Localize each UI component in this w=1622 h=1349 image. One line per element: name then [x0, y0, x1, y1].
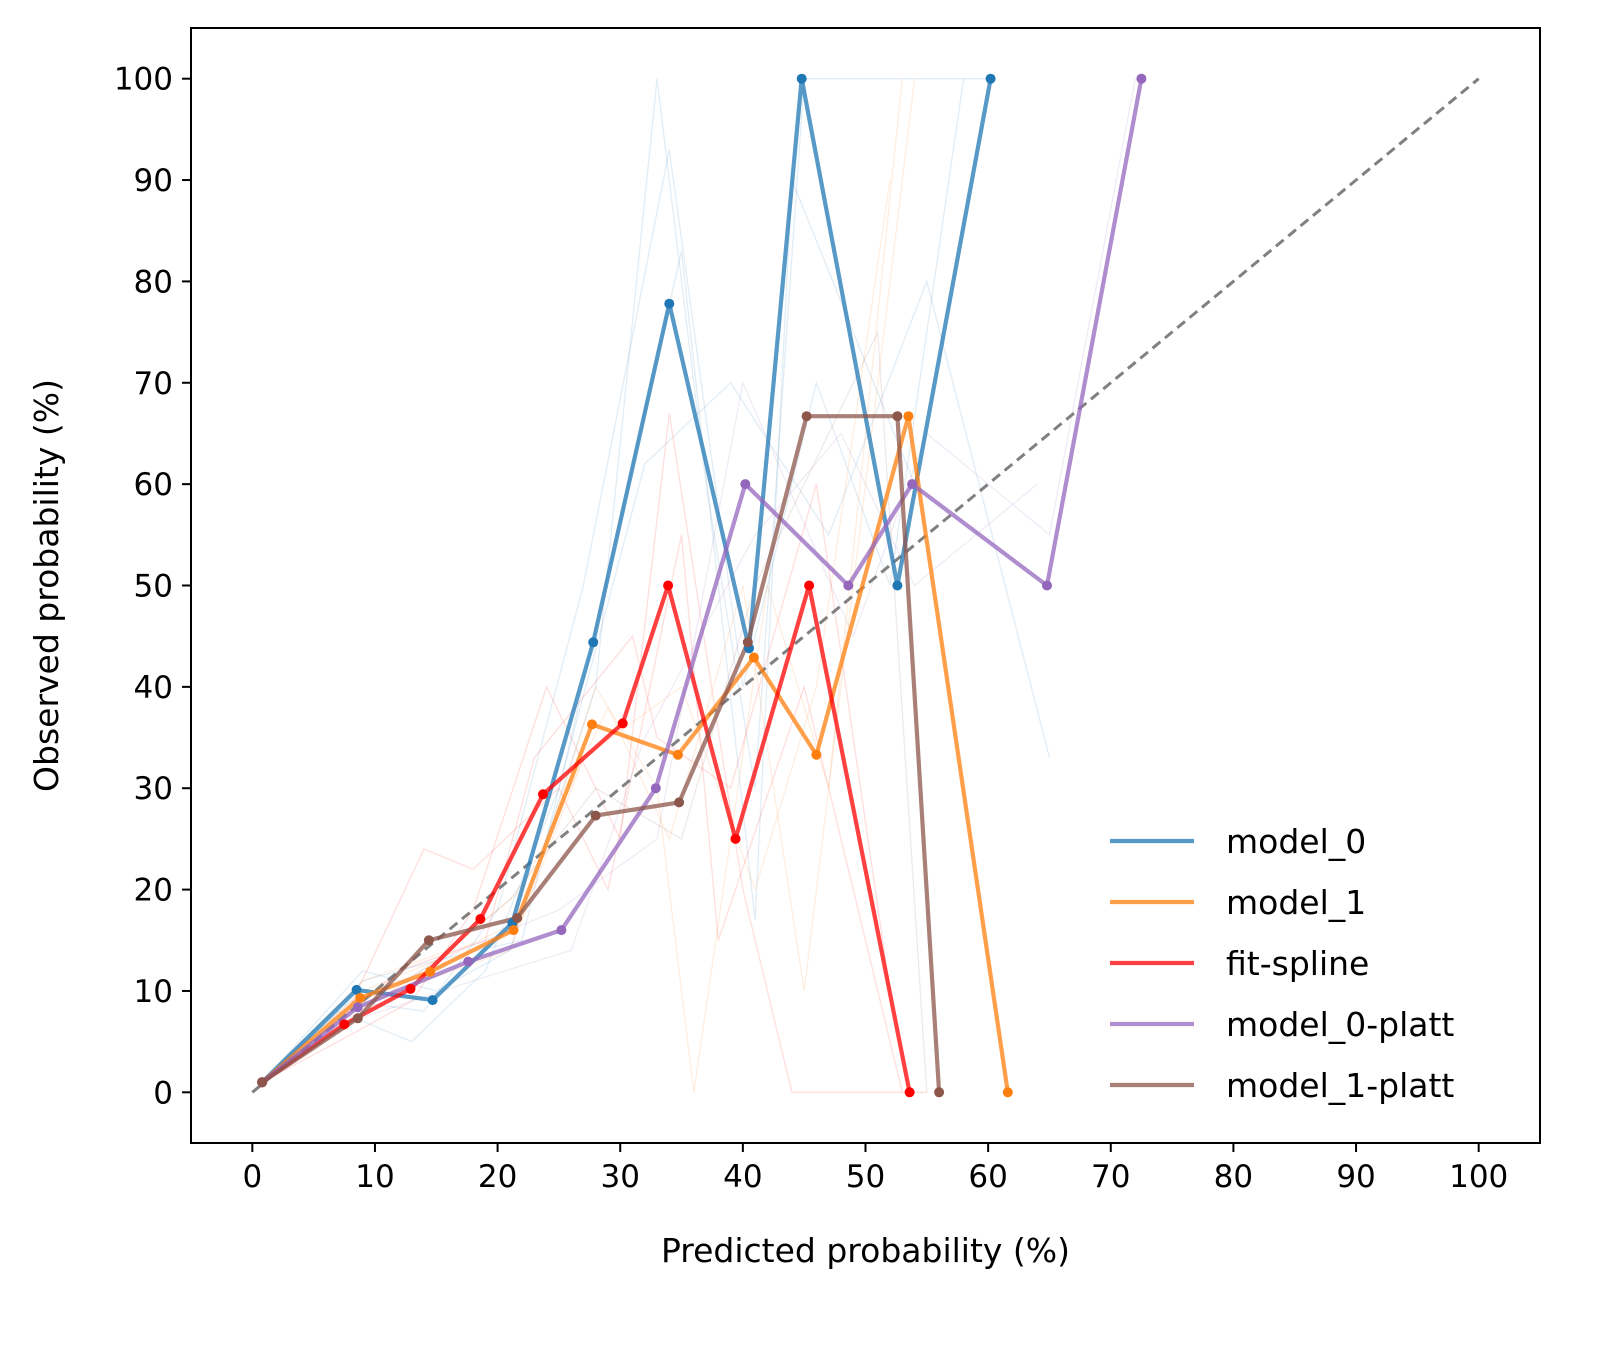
series-3-point-7: [907, 479, 918, 490]
series-3-point-6: [843, 580, 854, 591]
series-4-point-1: [352, 1013, 363, 1024]
y-tick-label-50: 50: [134, 569, 173, 605]
background-trace-11: [261, 432, 1038, 1083]
series-4-point-5: [674, 797, 685, 808]
background-trace-7: [261, 413, 927, 1093]
legend: model_0 model_1 fit-spline model_0-plattmod…: [1110, 822, 1454, 1105]
perfect-calibration-line: [251, 77, 1480, 1094]
x-axis-ticks: 0 10 20 30 40 50 60 70 80 90 100: [242, 1143, 1508, 1195]
y-tick-label-80: 80: [134, 264, 173, 300]
background-trace-6: [261, 78, 916, 1083]
series-1-point-1: [355, 993, 366, 1003]
x-tick-label-50: 50: [846, 1159, 885, 1195]
background-trace-9: [261, 534, 903, 1093]
y-tick-label-100: 100: [114, 62, 173, 98]
x-tick-label-40: 40: [723, 1159, 762, 1195]
x-tick-label-20: 20: [478, 1159, 517, 1195]
y-tick-label-20: 20: [134, 873, 173, 909]
series-line-model_1-platt: [260, 414, 942, 1093]
series-2-point-2: [405, 983, 416, 994]
series-0-point-7: [796, 73, 807, 84]
y-tick-label-90: 90: [134, 163, 173, 199]
legend-label-model_1-platt: model_1-platt: [1226, 1066, 1454, 1105]
x-tick-label-100: 100: [1449, 1159, 1508, 1195]
legend-label-model_0: model_0: [1226, 822, 1366, 861]
marker-layer: [257, 73, 1147, 1098]
series-3-point-3: [556, 925, 567, 936]
x-tick-label-80: 80: [1214, 1159, 1253, 1195]
series-3-point-5: [740, 479, 751, 490]
x-tick-label-0: 0: [242, 1159, 262, 1195]
series-1-point-5: [672, 749, 683, 760]
series-2-point-3: [475, 914, 486, 924]
y-tick-label-10: 10: [134, 974, 173, 1010]
x-tick-label-70: 70: [1091, 1159, 1130, 1195]
series-line-fit-spline: [260, 583, 912, 1093]
series-3-point-4: [650, 783, 661, 794]
series-3-point-1: [352, 1002, 363, 1013]
series-2-point-1: [339, 1019, 350, 1030]
background-trace-3: [261, 279, 1051, 1083]
series-1-point-9: [1002, 1087, 1013, 1098]
series-3-point-2: [463, 956, 474, 967]
x-tick-label-30: 30: [601, 1159, 640, 1195]
y-axis-ticks: 0 10 20 30 40 50 60 70 80 90 100: [114, 62, 191, 1111]
y-tick-label-60: 60: [134, 467, 173, 503]
series-2-point-7: [730, 833, 741, 844]
series-0-point-1: [351, 984, 362, 995]
series-1-point-2: [425, 966, 436, 977]
series-4-point-4: [590, 810, 601, 821]
x-tick-label-90: 90: [1336, 1159, 1375, 1195]
background-trace-2: [261, 179, 916, 1083]
series-4-point-8: [892, 411, 903, 422]
series-line-model_0-platt: [260, 78, 1144, 1084]
reference-line-layer: [251, 77, 1480, 1094]
series-line-model_0: [260, 76, 993, 1084]
series-0-point-2: [427, 995, 438, 1006]
series-0-point-4: [588, 637, 599, 648]
y-tick-label-40: 40: [134, 670, 173, 706]
legend-label-model_0-platt: model_0-platt: [1226, 1005, 1454, 1044]
series-4-point-2: [423, 935, 434, 946]
series-0-point-8: [892, 580, 903, 591]
series-4-point-7: [801, 411, 812, 422]
background-trace-1: [261, 78, 965, 1083]
series-2-point-6: [663, 580, 674, 591]
series-line-model_1: [260, 414, 1010, 1093]
series-3-point-8: [1042, 580, 1052, 591]
x-axis-label: Predicted probability (%): [661, 1231, 1070, 1270]
series-4-point-0: [257, 1077, 268, 1088]
series-2-point-8: [804, 580, 815, 591]
x-tick-label-60: 60: [968, 1159, 1007, 1195]
series-4-point-6: [742, 637, 753, 648]
series-4-point-9: [934, 1087, 945, 1098]
series-0-point-9: [985, 73, 996, 84]
series-1-point-3: [508, 925, 519, 936]
y-tick-label-70: 70: [134, 366, 173, 402]
series-0-point-5: [664, 298, 675, 309]
background-trace-10: [261, 78, 1136, 1083]
series-1-point-8: [903, 411, 914, 422]
series-4-point-3: [512, 913, 523, 923]
y-tick-label-0: 0: [153, 1075, 173, 1111]
series-1-point-6: [748, 652, 759, 663]
series-2-point-5: [617, 718, 628, 729]
series-1-point-7: [811, 749, 822, 760]
x-tick-label-10: 10: [355, 1159, 394, 1195]
series-2-point-9: [904, 1087, 915, 1098]
series-3-point-9: [1136, 73, 1147, 84]
legend-label-model_1: model_1: [1226, 883, 1366, 922]
series-2-point-4: [538, 789, 548, 800]
legend-label-fit-spline: fit-spline: [1226, 944, 1369, 983]
y-tick-label-30: 30: [134, 771, 173, 807]
series-layer: [260, 76, 1144, 1093]
y-axis-label: Observed probability (%): [27, 379, 66, 792]
series-1-point-4: [587, 719, 597, 730]
